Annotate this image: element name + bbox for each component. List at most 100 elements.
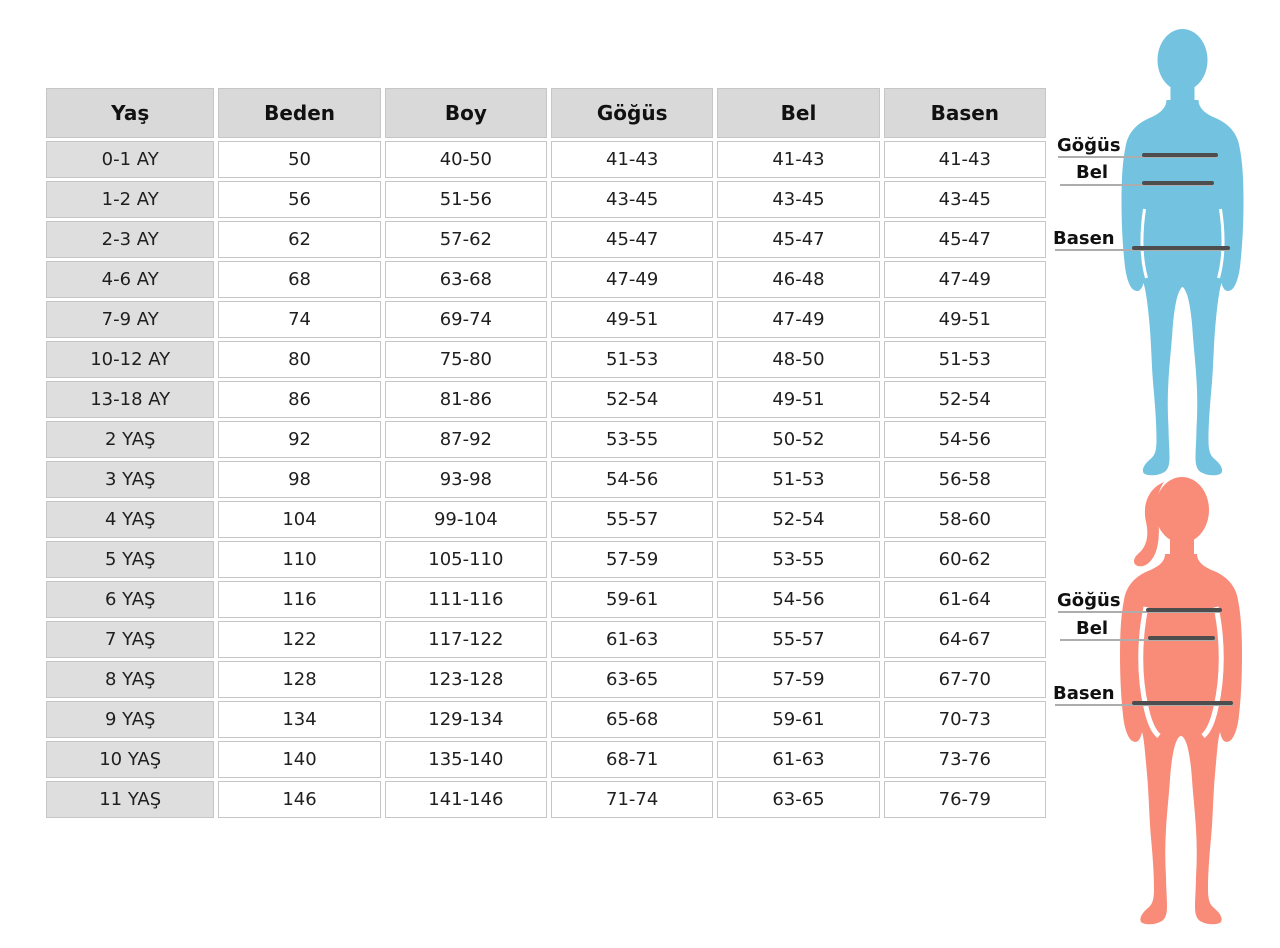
value-cell: 51-56 [384, 181, 548, 218]
value-cell: 65-68 [551, 701, 714, 738]
value-cell: 43-45 [551, 181, 714, 218]
value-cell: 53-55 [551, 421, 714, 458]
value-cell: 57-62 [384, 221, 548, 258]
table-row: 7-9 AY 74 69-74 49-51 47-49 49-51 [46, 301, 1046, 338]
value-cell: 45-47 [717, 221, 880, 258]
value-cell: 54-56 [883, 421, 1046, 458]
value-cell: 87-92 [384, 421, 548, 458]
table-row: 2 YAŞ 92 87-92 53-55 50-52 54-56 [46, 421, 1046, 458]
value-cell: 56-58 [883, 461, 1046, 498]
value-cell: 57-59 [551, 541, 714, 578]
age-cell: 7-9 AY [46, 301, 215, 338]
value-cell: 99-104 [384, 501, 548, 538]
boy-waist-measure-bar [1142, 181, 1214, 185]
table-row: 2-3 AY 62 57-62 45-47 45-47 45-47 [46, 221, 1046, 258]
value-cell: 49-51 [551, 301, 714, 338]
age-cell: 7 YAŞ [46, 621, 215, 658]
girl-hip-guide-line [1055, 704, 1233, 706]
boy-waist-label: Bel [1076, 162, 1109, 183]
boy-hip-guide-line [1055, 249, 1230, 251]
table-row: 4-6 AY 68 63-68 47-49 46-48 47-49 [46, 261, 1046, 298]
table-row: 10-12 AY 80 75-80 51-53 48-50 51-53 [46, 341, 1046, 378]
value-cell: 51-53 [551, 341, 714, 378]
girl-waist-label: Bel [1076, 618, 1109, 639]
age-cell: 8 YAŞ [46, 661, 215, 698]
column-header: Göğüs [551, 88, 714, 138]
table-row: 4 YAŞ 104 99-104 55-57 52-54 58-60 [46, 501, 1046, 538]
value-cell: 61-63 [551, 621, 714, 658]
value-cell: 140 [218, 741, 381, 778]
column-header: Yaş [46, 88, 215, 138]
column-header: Beden [218, 88, 381, 138]
value-cell: 111-116 [384, 581, 548, 618]
value-cell: 74 [218, 301, 381, 338]
boy-chest-measure-bar [1142, 153, 1218, 157]
value-cell: 54-56 [551, 461, 714, 498]
value-cell: 43-45 [883, 181, 1046, 218]
value-cell: 68-71 [551, 741, 714, 778]
value-cell: 51-53 [717, 461, 880, 498]
value-cell: 86 [218, 381, 381, 418]
value-cell: 56 [218, 181, 381, 218]
table-row: 3 YAŞ 98 93-98 54-56 51-53 56-58 [46, 461, 1046, 498]
girl-chest-guide-line [1058, 611, 1222, 613]
girl-waist-measure-bar [1148, 636, 1215, 640]
value-cell: 68 [218, 261, 381, 298]
value-cell: 129-134 [384, 701, 548, 738]
size-table-body: 0-1 AY 50 40-50 41-43 41-43 41-43 1-2 AY 56 51-5… [46, 141, 1046, 818]
value-cell: 48-50 [717, 341, 880, 378]
table-row: 8 YAŞ 128 123-128 63-65 57-59 67-70 [46, 661, 1046, 698]
value-cell: 46-48 [717, 261, 880, 298]
boy-hip-measure-bar [1132, 246, 1230, 250]
value-cell: 92 [218, 421, 381, 458]
table-row: 9 YAŞ 134 129-134 65-68 59-61 70-73 [46, 701, 1046, 738]
value-cell: 61-63 [717, 741, 880, 778]
value-cell: 73-76 [883, 741, 1046, 778]
value-cell: 122 [218, 621, 381, 658]
value-cell: 60-62 [883, 541, 1046, 578]
value-cell: 53-55 [717, 541, 880, 578]
value-cell: 40-50 [384, 141, 548, 178]
girl-chest-label: Göğüs [1057, 590, 1121, 611]
value-cell: 110 [218, 541, 381, 578]
value-cell: 49-51 [717, 381, 880, 418]
table-row: 5 YAŞ 110 105-110 57-59 53-55 60-62 [46, 541, 1046, 578]
value-cell: 105-110 [384, 541, 548, 578]
value-cell: 93-98 [384, 461, 548, 498]
value-cell: 57-59 [717, 661, 880, 698]
boy-hip-label: Basen [1053, 228, 1115, 249]
value-cell: 55-57 [717, 621, 880, 658]
age-cell: 2 YAŞ [46, 421, 215, 458]
value-cell: 75-80 [384, 341, 548, 378]
age-cell: 2-3 AY [46, 221, 215, 258]
boy-waist-guide-line [1060, 184, 1213, 186]
table-row: 0-1 AY 50 40-50 41-43 41-43 41-43 [46, 141, 1046, 178]
value-cell: 70-73 [883, 701, 1046, 738]
girl-silhouette [1120, 477, 1242, 925]
girl-hip-label: Basen [1053, 683, 1115, 704]
value-cell: 47-49 [551, 261, 714, 298]
value-cell: 47-49 [717, 301, 880, 338]
value-cell: 128 [218, 661, 381, 698]
girl-chest-measure-bar [1146, 608, 1222, 612]
age-cell: 11 YAŞ [46, 781, 215, 818]
value-cell: 52-54 [883, 381, 1046, 418]
value-cell: 52-54 [551, 381, 714, 418]
value-cell: 117-122 [384, 621, 548, 658]
value-cell: 61-64 [883, 581, 1046, 618]
column-header: Boy [384, 88, 548, 138]
value-cell: 63-65 [551, 661, 714, 698]
age-cell: 0-1 AY [46, 141, 215, 178]
value-cell: 71-74 [551, 781, 714, 818]
value-cell: 69-74 [384, 301, 548, 338]
value-cell: 49-51 [883, 301, 1046, 338]
boy-chest-label: Göğüs [1057, 135, 1121, 156]
age-cell: 10-12 AY [46, 341, 215, 378]
value-cell: 51-53 [883, 341, 1046, 378]
age-cell: 3 YAŞ [46, 461, 215, 498]
value-cell: 59-61 [551, 581, 714, 618]
value-cell: 76-79 [883, 781, 1046, 818]
value-cell: 62 [218, 221, 381, 258]
value-cell: 59-61 [717, 701, 880, 738]
